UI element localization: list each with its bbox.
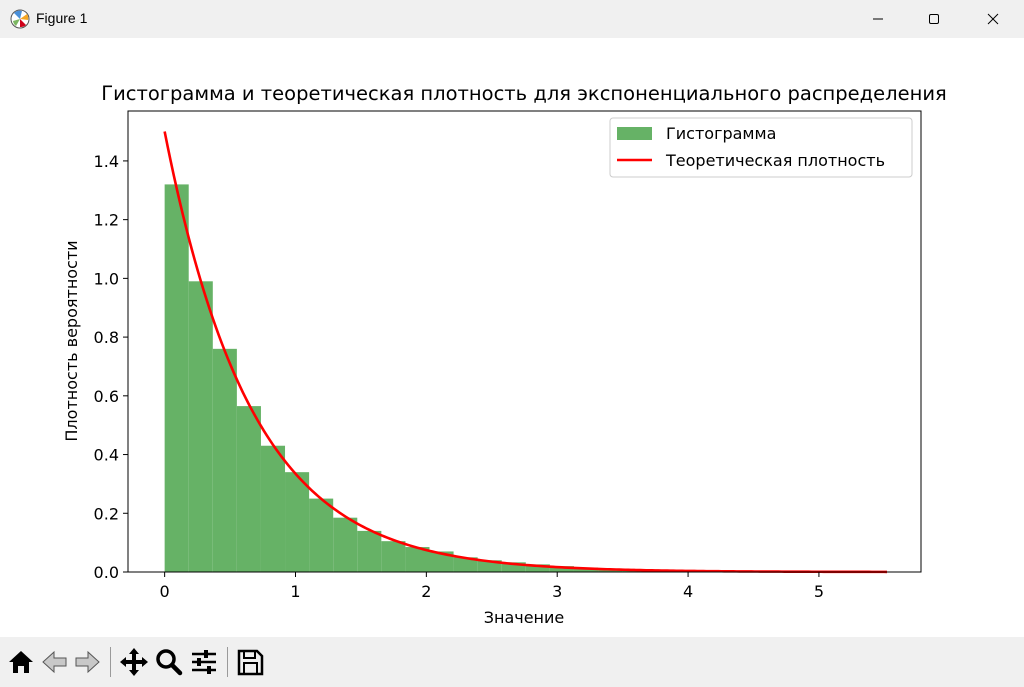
y-tick-label: 0.8 [94,328,119,347]
histogram-bar [260,445,286,572]
histogram-bars [164,184,887,572]
y-tick-label: 1.2 [94,211,119,230]
forward-button[interactable] [72,647,102,677]
home-button[interactable] [6,647,36,677]
histogram-bar [333,517,358,572]
x-axis-ticks: 0 1 2 3 4 5 [160,572,824,601]
save-button[interactable] [235,647,265,677]
x-tick-label: 2 [421,582,431,601]
histogram-bar [429,551,454,572]
pan-icon [120,648,148,676]
x-tick-label: 0 [160,582,170,601]
histogram-bar [357,530,382,572]
back-button[interactable] [40,647,70,677]
histogram-bar [285,472,310,572]
toolbar-separator [227,647,228,677]
x-axis-label: Значение [484,608,565,627]
histogram-bar [164,184,189,572]
y-tick-label: 0.0 [94,563,119,582]
plot-frame [127,110,922,573]
histogram-bar [405,547,430,572]
x-tick-label: 5 [814,582,824,601]
legend: Гистограмма Теоретическая плотность [609,117,913,178]
maximize-icon [929,14,939,24]
histogram-bar [236,406,261,572]
legend-swatch-histogram [617,127,652,140]
chart-title: Гистограмма и теоретическая плотность дл… [101,82,947,105]
close-icon [987,13,999,25]
toolbar-separator [110,647,111,677]
histogram-bar [453,557,478,572]
histogram-bar [212,348,237,572]
legend-label-density: Теоретическая плотность [665,151,885,170]
x-tick-label: 1 [290,582,300,601]
x-tick-label: 4 [683,582,693,601]
navigation-toolbar [0,637,1024,687]
chart: Гистограмма и теоретическая плотность дл… [62,82,947,627]
minimize-button[interactable] [850,0,906,38]
y-tick-label: 0.2 [94,504,119,523]
y-tick-label: 0.6 [94,387,119,406]
legend-label-histogram: Гистограмма [666,124,776,143]
figure-canvas[interactable]: Гистограмма и теоретическая плотность дл… [0,38,1024,637]
histogram-bar [549,566,574,572]
x-tick-label: 3 [552,582,562,601]
maximize-button[interactable] [906,0,962,38]
histogram-bar [573,567,599,572]
y-tick-label: 1.0 [94,269,119,288]
close-button[interactable] [965,0,1021,38]
histogram-bar [477,560,502,572]
configure-subplots-icon [192,650,216,674]
y-tick-label: 0.4 [94,446,119,465]
zoom-icon [156,649,183,676]
minimize-icon [873,18,883,20]
y-axis-label: Плотность вероятности [62,240,81,441]
back-icon [42,650,67,674]
histogram-bar [525,564,550,572]
save-icon [237,649,264,676]
window-titlebar: Figure 1 [0,0,1024,38]
zoom-button[interactable] [154,647,184,677]
histogram-bar [309,498,334,572]
configure-subplots-button[interactable] [189,647,219,677]
y-axis-ticks: 0.0 0.2 0.4 0.6 0.8 1.0 1.2 1.4 [94,152,128,582]
forward-icon [75,650,100,674]
pan-button[interactable] [119,647,149,677]
window-title: Figure 1 [36,10,88,26]
histogram-bar [501,562,526,572]
home-icon [9,651,33,673]
y-tick-label: 1.4 [94,152,119,171]
histogram-bar [188,281,213,572]
histogram-bar [381,541,406,572]
legend-box [609,117,913,178]
matplotlib-icon [10,9,30,29]
